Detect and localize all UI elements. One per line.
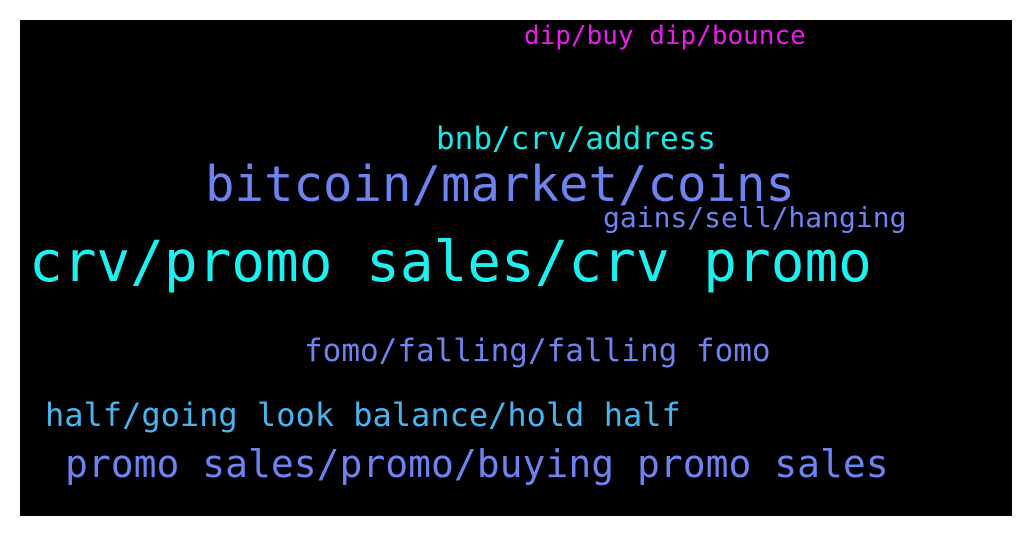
word-half-going-look-balance: half/going look balance/hold half [45,396,681,434]
word-fomo-falling: fomo/falling/falling fomo [304,333,771,369]
word-bnb-crv-address: bnb/crv/address [436,121,716,157]
word-gains-sell-hanging: gains/sell/hanging [603,201,907,234]
word-dip-buy-dip-bounce: dip/buy dip/bounce [524,21,806,51]
word-bitcoin-market-coins: bitcoin/market/coins [205,156,796,213]
word-cloud-canvas: dip/buy dip/bounce bnb/crv/address bitco… [20,20,1012,516]
word-promo-sales-buying: promo sales/promo/buying promo sales [65,442,889,486]
word-crv-promo-sales: crv/promo sales/crv promo [29,230,872,295]
